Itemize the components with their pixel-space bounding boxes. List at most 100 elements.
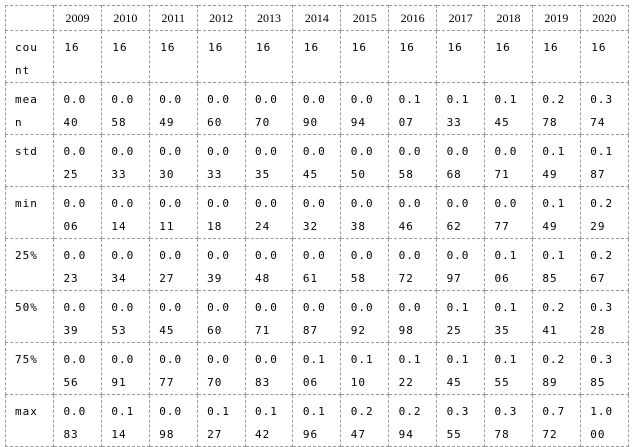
cell-value: 0.077: [159, 353, 183, 389]
table-row: count 16 16 16 16 16 16 16 16 16 16 16 16: [5, 30, 629, 83]
cell-value: 0.083: [255, 353, 278, 389]
table-cell: 0.077: [484, 186, 533, 239]
cell-value: 0.050: [350, 145, 374, 181]
table-cell: 0.071: [484, 134, 533, 187]
describe-stats-table: 2009 2010 2011 2012 2013 2014 2015 2016 …: [5, 5, 629, 447]
table-cell: 16: [100, 30, 150, 83]
cell-value: 0.385: [590, 353, 614, 389]
column-header: 2018: [484, 5, 533, 31]
table-cell: 0.070: [244, 82, 294, 135]
cell-value: 0.378: [494, 405, 518, 441]
table-cell: 0.145: [484, 82, 533, 135]
table-row: 50% 0.039 0.053 0.045 0.060 0.071 0.087 0.092 0.…: [5, 290, 629, 343]
table-cell: 16: [388, 30, 438, 83]
table-row: min 0.006 0.014 0.011 0.018 0.024 0.032 0.038 0.…: [5, 186, 629, 239]
table-cell: 0.050: [340, 134, 390, 187]
table-cell: 0.374: [579, 82, 629, 135]
cell-value: 0.772: [542, 405, 566, 441]
cell-value: 16: [64, 41, 80, 54]
table-cell: 16: [436, 30, 486, 83]
cell-value: 0.098: [398, 301, 422, 337]
table-cell: 0.106: [484, 238, 533, 291]
cell-value: 0.060: [207, 301, 230, 337]
table-cell: 0.011: [148, 186, 198, 239]
table-cell: 0.385: [579, 342, 629, 395]
cell-value: 16: [256, 41, 272, 54]
column-header: 2016: [388, 5, 438, 31]
row-label: count: [15, 41, 38, 77]
table-cell: 0.355: [436, 394, 486, 447]
column-header: 2011: [148, 5, 198, 31]
cell-value: 0.034: [111, 249, 135, 285]
table-cell: 0.032: [292, 186, 342, 239]
cell-value: 0.006: [63, 197, 87, 233]
row-label: min: [15, 197, 38, 210]
cell-value: 0.032: [302, 197, 326, 233]
row-label-cell: 50%: [5, 290, 54, 343]
table-row: std 0.025 0.033 0.030 0.033 0.035 0.045 0.050 0.…: [5, 134, 629, 187]
cell-value: 0.053: [111, 301, 135, 337]
cell-value: 16: [543, 41, 559, 54]
cell-value: 16: [447, 41, 463, 54]
cell-value: 0.027: [159, 249, 183, 285]
cell-value: 0.106: [302, 353, 326, 389]
cell-value: 0.125: [446, 301, 470, 337]
cell-value: 0.025: [63, 145, 87, 181]
row-label-cell: mean: [5, 82, 54, 135]
row-label: std: [15, 145, 38, 158]
table-cell: 0.110: [340, 342, 390, 395]
cell-value: 0.110: [350, 353, 374, 389]
cell-value: 0.014: [111, 197, 135, 233]
table-cell: 0.040: [53, 82, 102, 135]
table-cell: 0.083: [53, 394, 102, 447]
cell-value: 0.133: [446, 93, 470, 129]
cell-value: 0.040: [63, 93, 87, 129]
table-cell: 0.048: [244, 238, 294, 291]
table-cell: 0.058: [340, 238, 390, 291]
table-cell: 0.196: [292, 394, 342, 447]
cell-value: 0.038: [350, 197, 374, 233]
cell-value: 0.185: [542, 249, 566, 285]
cell-value: 0.033: [207, 145, 230, 181]
cell-value: 0.098: [159, 405, 183, 441]
cell-value: 0.045: [159, 301, 183, 337]
table-cell: 0.056: [53, 342, 102, 395]
table-cell: 0.247: [340, 394, 390, 447]
table-cell: 0.023: [53, 238, 102, 291]
table-cell: 0.098: [388, 290, 438, 343]
table-cell: 0.046: [388, 186, 438, 239]
cell-value: 0.106: [494, 249, 518, 285]
cell-value: 0.071: [255, 301, 278, 337]
cell-value: 0.030: [159, 145, 183, 181]
table-cell: 0.062: [436, 186, 486, 239]
header-row: 2009 2010 2011 2012 2013 2014 2015 2016 …: [5, 5, 629, 31]
table-cell: 0.106: [292, 342, 342, 395]
table-body: 2009 2010 2011 2012 2013 2014 2015 2016 …: [5, 5, 629, 447]
table-cell: 0.033: [100, 134, 150, 187]
cell-value: 0.135: [494, 301, 518, 337]
table-row: 25% 0.023 0.034 0.027 0.039 0.048 0.061 0.058 0.…: [5, 238, 629, 291]
table-cell: 0.058: [100, 82, 150, 135]
row-label-cell: std: [5, 134, 54, 187]
table-cell: 16: [340, 30, 390, 83]
table-cell: 1.000: [579, 394, 629, 447]
cell-value: 0.035: [255, 145, 278, 181]
cell-value: 16: [591, 41, 607, 54]
cell-value: 0.149: [542, 197, 566, 233]
table-cell: 0.278: [531, 82, 581, 135]
table-cell: 0.155: [484, 342, 533, 395]
column-header: 2012: [196, 5, 246, 31]
column-header: 2014: [292, 5, 342, 31]
table-cell: 0.083: [244, 342, 294, 395]
cell-value: 0.107: [398, 93, 422, 129]
column-header: 2017: [436, 5, 486, 31]
cell-value: 0.229: [590, 197, 614, 233]
table-cell: 0.289: [531, 342, 581, 395]
cell-value: 0.374: [590, 93, 614, 129]
table-row: mean 0.040 0.058 0.049 0.060 0.070 0.090 0.094 0…: [5, 82, 629, 135]
cell-value: 0.090: [302, 93, 326, 129]
table-cell: 0.025: [53, 134, 102, 187]
cell-value: 0.122: [398, 353, 422, 389]
cell-value: 0.039: [207, 249, 230, 285]
table-cell: 0.294: [388, 394, 438, 447]
